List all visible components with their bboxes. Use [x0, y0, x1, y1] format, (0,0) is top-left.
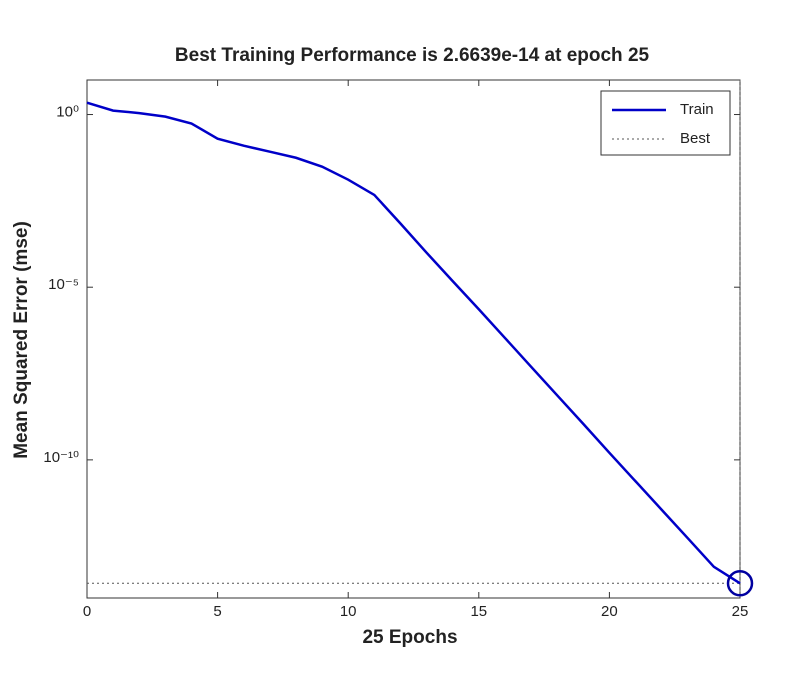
y-tick-label: 10⁻¹⁰ [43, 449, 79, 466]
legend-label: Train [680, 101, 714, 118]
x-axis-label: 25 Epochs [362, 627, 457, 648]
best-marker [726, 570, 754, 597]
axes-box [86, 79, 741, 599]
legend-box [600, 90, 731, 156]
chart-title: Best Training Performance is 2.6639e-14 … [175, 45, 650, 66]
y-tick-label: 10⁻⁵ [48, 276, 79, 293]
x-tick-label: 10 [340, 603, 357, 620]
x-tick-label: 20 [601, 603, 618, 620]
y-axis-label: Mean Squared Error (mse) [11, 221, 32, 459]
train-line [86, 101, 741, 585]
y-tick-label: 10⁰ [56, 104, 79, 121]
legend-label: Best [680, 130, 711, 147]
x-tick-label: 0 [83, 603, 91, 620]
x-tick-label: 15 [470, 603, 487, 620]
x-tick-label: 25 [732, 603, 749, 620]
x-tick-label: 5 [213, 603, 221, 620]
